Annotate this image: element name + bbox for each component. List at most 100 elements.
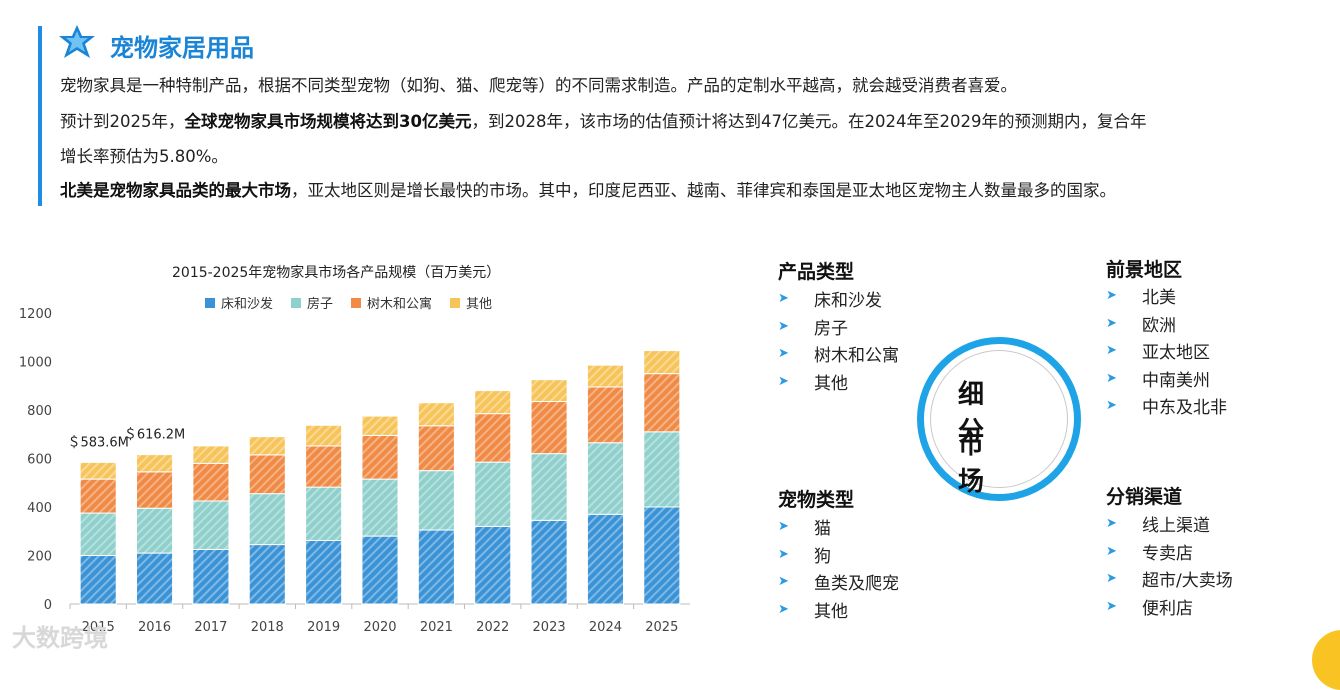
y-tick-label: 400	[27, 501, 52, 516]
x-tick-label: 2017	[194, 620, 227, 635]
list-item-label: 猫	[814, 519, 831, 540]
bar-segment	[643, 431, 681, 508]
list-item: ➤ 欧洲	[1106, 310, 1227, 338]
list-item: ➤ 床和沙发	[778, 285, 899, 313]
arrow-bullet-icon: ➤	[778, 318, 789, 334]
list-item-label: 其他	[814, 601, 848, 622]
bar-segment	[643, 373, 681, 433]
forecast-highlight: 全球宠物家具市场规模将达到30亿美元	[184, 112, 472, 131]
x-tick-label: 2022	[476, 620, 509, 635]
bar-segment	[474, 461, 512, 527]
list-item-label: 中东及北非	[1142, 398, 1227, 419]
legend-label: 树木和公寓	[367, 297, 433, 312]
list-item-label: 狗	[814, 546, 831, 567]
y-tick-label: 1200	[19, 307, 52, 322]
arrow-bullet-icon: ➤	[778, 519, 789, 535]
bar-segment	[586, 386, 624, 444]
center-label-line2: 市 场	[958, 430, 1015, 497]
x-tick-label: 2018	[251, 620, 284, 635]
list-item-label: 专卖店	[1142, 543, 1193, 564]
bar-segment	[305, 486, 343, 541]
bar-segment	[474, 390, 512, 415]
bar-segment	[586, 442, 624, 515]
legend-label: 床和沙发	[221, 297, 274, 312]
bar-segment	[361, 415, 399, 436]
bar-segment	[417, 425, 455, 472]
arrow-bullet-icon: ➤	[778, 346, 789, 362]
bar-segment	[248, 493, 286, 546]
bar-segment	[136, 454, 174, 473]
product-type-heading: 产品类型	[778, 261, 855, 283]
list-item-label: 超市/大卖场	[1142, 571, 1233, 592]
arrow-bullet-icon: ➤	[778, 373, 789, 389]
bar-segment	[248, 544, 286, 605]
list-item: ➤ 专卖店	[1106, 538, 1233, 566]
bar-segment	[361, 535, 399, 605]
bar-segment	[530, 519, 568, 605]
arrow-bullet-icon: ➤	[778, 546, 789, 562]
list-item-label: 亚太地区	[1142, 343, 1210, 364]
list-item-label: 房子	[814, 318, 848, 339]
arrow-bullet-icon: ➤	[778, 291, 789, 307]
list-item: ➤ 中东及北非	[1106, 392, 1227, 420]
bar-segment	[586, 364, 624, 388]
list-item-label: 树木和公寓	[814, 346, 899, 367]
x-tick-label: 2024	[589, 620, 622, 635]
bar-segment	[192, 500, 230, 550]
bar-segment	[361, 434, 399, 480]
pet-type-list: ➤ 猫 ➤ 狗 ➤ 鱼类及爬宠 ➤ 其他	[778, 513, 899, 623]
y-tick-label: 800	[27, 404, 52, 419]
legend-item: 其他	[450, 293, 492, 312]
arrow-bullet-icon: ➤	[1106, 343, 1117, 359]
bar-segment	[248, 454, 286, 495]
bar-segment	[192, 548, 230, 605]
bar-segment	[192, 462, 230, 502]
pet-type-heading: 宠物类型	[778, 489, 855, 511]
bar-segment	[248, 436, 286, 456]
market-paragraph: 北美是宠物家具品类的最大市场，亚太地区则是增长最快的市场。其中，印度尼西亚、越南…	[60, 177, 1116, 201]
arrow-bullet-icon: ➤	[1106, 288, 1117, 304]
page-title: 宠物家居用品	[110, 34, 254, 62]
forecast-paragraph: 预计到2025年，全球宠物家具市场规模将达到30亿美元，到2028年，该市场的估…	[60, 108, 1146, 132]
bar-segment	[79, 461, 117, 480]
product-type-list: ➤ 床和沙发 ➤ 房子 ➤ 树木和公寓 ➤ 其他	[778, 285, 899, 395]
list-item: ➤ 其他	[778, 368, 899, 396]
bar-segment	[136, 471, 174, 509]
y-tick-label: 200	[27, 550, 52, 565]
x-tick-label: 2019	[307, 620, 340, 635]
region-list: ➤ 北美 ➤ 欧洲 ➤ 亚太地区 ➤ 中南美州 ➤ 中东及北非	[1106, 282, 1227, 420]
arrow-bullet-icon: ➤	[1106, 598, 1117, 614]
x-tick-label: 2020	[363, 620, 396, 635]
chart-title: 2015-2025年宠物家具市场各产品规模（百万美元）	[172, 265, 501, 281]
list-item-label: 欧洲	[1142, 315, 1176, 336]
arrow-bullet-icon: ➤	[1106, 398, 1117, 414]
list-item: ➤ 便利店	[1106, 593, 1233, 621]
corner-decoration	[1312, 630, 1340, 690]
list-item: ➤ 中南美州	[1106, 365, 1227, 393]
accent-rule	[38, 26, 42, 206]
list-item: ➤ 猫	[778, 513, 899, 541]
bar-segment	[530, 379, 568, 403]
bar-segment	[361, 478, 399, 537]
list-item: ➤ 鱼类及爬宠	[778, 568, 899, 596]
bar-segment	[530, 453, 568, 521]
forecast-text-post: ，到2028年，该市场的估值预计将达到47亿美元。在2024年至2029年的预测…	[471, 112, 1147, 131]
bar-segment	[79, 512, 117, 556]
x-tick-label: 2021	[420, 620, 453, 635]
bar-segment	[474, 525, 512, 605]
segment-ring-inner	[930, 350, 1068, 488]
list-item: ➤ 亚太地区	[1106, 337, 1227, 365]
center-label-line1: 细 分	[958, 380, 1015, 447]
bar-segment	[417, 470, 455, 531]
bar-segment	[305, 445, 343, 488]
arrow-bullet-icon: ➤	[1106, 370, 1117, 386]
list-item: ➤ 房子	[778, 313, 899, 341]
list-item-label: 床和沙发	[814, 291, 882, 312]
data-label: ＄583.6M	[67, 435, 128, 450]
legend-swatch	[450, 297, 461, 308]
legend-swatch	[351, 297, 362, 308]
list-item: ➤ 北美	[1106, 282, 1227, 310]
list-item-label: 北美	[1142, 288, 1176, 309]
list-item-label: 线上渠道	[1142, 516, 1210, 537]
y-tick-label: 0	[44, 598, 52, 613]
